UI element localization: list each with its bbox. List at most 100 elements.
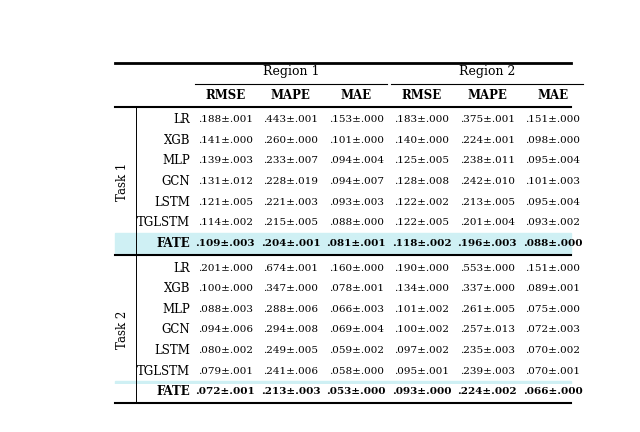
Text: .375±.001: .375±.001 (460, 115, 515, 124)
Text: .139±.003: .139±.003 (198, 156, 253, 165)
Text: .160±.000: .160±.000 (329, 264, 384, 273)
Text: .242±.010: .242±.010 (460, 177, 515, 186)
Text: .093±.000: .093±.000 (392, 388, 451, 396)
Text: .257±.013: .257±.013 (460, 325, 515, 334)
Text: .070±.002: .070±.002 (525, 346, 580, 355)
Text: .101±.002: .101±.002 (394, 305, 449, 314)
Text: .188±.001: .188±.001 (198, 115, 253, 124)
Text: .128±.008: .128±.008 (394, 177, 449, 186)
Bar (115, 381, 571, 402)
Text: MAE: MAE (340, 89, 372, 102)
Text: .095±.001: .095±.001 (394, 367, 449, 376)
Text: LSTM: LSTM (154, 344, 190, 357)
Text: .098±.000: .098±.000 (525, 136, 580, 145)
Text: .288±.006: .288±.006 (263, 305, 318, 314)
Text: .238±.011: .238±.011 (460, 156, 515, 165)
Text: .235±.003: .235±.003 (460, 346, 515, 355)
Text: .094±.006: .094±.006 (198, 325, 253, 334)
Text: .070±.001: .070±.001 (525, 367, 580, 376)
Text: XGB: XGB (164, 134, 190, 147)
Text: .122±.005: .122±.005 (394, 218, 449, 227)
Text: .233±.007: .233±.007 (263, 156, 318, 165)
Text: .151±.000: .151±.000 (525, 264, 580, 273)
Text: .153±.000: .153±.000 (329, 115, 384, 124)
Text: .094±.007: .094±.007 (329, 177, 384, 186)
Text: .109±.003: .109±.003 (196, 239, 255, 248)
Text: RMSE: RMSE (402, 89, 442, 102)
Text: .088±.000: .088±.000 (523, 239, 582, 248)
Text: .114±.002: .114±.002 (198, 218, 253, 227)
Text: TGLSTM: TGLSTM (137, 365, 190, 378)
Text: .260±.000: .260±.000 (263, 136, 318, 145)
Text: .134±.000: .134±.000 (394, 284, 449, 293)
Text: .058±.000: .058±.000 (329, 367, 384, 376)
Text: .100±.002: .100±.002 (394, 325, 449, 334)
Text: .093±.002: .093±.002 (525, 218, 580, 227)
Text: .088±.003: .088±.003 (198, 305, 253, 314)
Text: GCN: GCN (161, 324, 190, 337)
Text: .204±.001: .204±.001 (261, 239, 321, 248)
Text: .201±.000: .201±.000 (198, 264, 253, 273)
Text: GCN: GCN (161, 175, 190, 188)
Text: .294±.008: .294±.008 (263, 325, 318, 334)
Text: .196±.003: .196±.003 (458, 239, 517, 248)
Text: .249±.005: .249±.005 (263, 346, 318, 355)
Text: .069±.004: .069±.004 (329, 325, 384, 334)
Text: MAPE: MAPE (271, 89, 311, 102)
Text: .072±.003: .072±.003 (525, 325, 580, 334)
Text: .122±.002: .122±.002 (394, 198, 449, 206)
Text: .183±.000: .183±.000 (394, 115, 449, 124)
Text: .121±.005: .121±.005 (198, 198, 253, 206)
Text: Task 1: Task 1 (116, 162, 129, 201)
Text: .215±.005: .215±.005 (263, 218, 318, 227)
Text: .125±.005: .125±.005 (394, 156, 449, 165)
Text: .095±.004: .095±.004 (525, 156, 580, 165)
Text: .443±.001: .443±.001 (263, 115, 318, 124)
Text: .059±.002: .059±.002 (329, 346, 384, 355)
Text: .201±.004: .201±.004 (460, 218, 515, 227)
Text: .213±.005: .213±.005 (460, 198, 515, 206)
Text: .241±.006: .241±.006 (263, 367, 318, 376)
Text: .094±.004: .094±.004 (329, 156, 384, 165)
Text: .239±.003: .239±.003 (460, 367, 515, 376)
Text: FATE: FATE (156, 237, 190, 250)
Text: .141±.000: .141±.000 (198, 136, 253, 145)
Text: .224±.002: .224±.002 (458, 388, 517, 396)
Text: .224±.001: .224±.001 (460, 136, 515, 145)
Text: .072±.001: .072±.001 (195, 388, 255, 396)
Text: .078±.001: .078±.001 (329, 284, 384, 293)
Text: .066±.000: .066±.000 (523, 388, 582, 396)
Text: TGLSTM: TGLSTM (137, 216, 190, 229)
Text: .100±.000: .100±.000 (198, 284, 253, 293)
Text: MLP: MLP (163, 155, 190, 168)
Text: RMSE: RMSE (205, 89, 246, 102)
Text: FATE: FATE (156, 385, 190, 398)
Text: Task 2: Task 2 (116, 311, 129, 349)
Text: .081±.001: .081±.001 (326, 239, 386, 248)
Text: .053±.000: .053±.000 (326, 388, 386, 396)
Text: .347±.000: .347±.000 (263, 284, 318, 293)
Text: Region 1: Region 1 (262, 65, 319, 78)
Text: MAPE: MAPE (467, 89, 507, 102)
Text: .101±.000: .101±.000 (329, 136, 384, 145)
Text: .097±.002: .097±.002 (394, 346, 449, 355)
Text: .140±.000: .140±.000 (394, 136, 449, 145)
Text: .553±.000: .553±.000 (460, 264, 515, 273)
Text: .221±.003: .221±.003 (263, 198, 318, 206)
Text: .151±.000: .151±.000 (525, 115, 580, 124)
Text: .079±.001: .079±.001 (198, 367, 253, 376)
Text: MAE: MAE (537, 89, 568, 102)
Text: .101±.003: .101±.003 (525, 177, 580, 186)
Text: LR: LR (173, 261, 190, 275)
Text: .261±.005: .261±.005 (460, 305, 515, 314)
Text: Region 2: Region 2 (459, 65, 515, 78)
Text: .674±.001: .674±.001 (263, 264, 318, 273)
Text: .066±.003: .066±.003 (329, 305, 384, 314)
Text: MLP: MLP (163, 303, 190, 316)
Text: .131±.012: .131±.012 (198, 177, 253, 186)
Text: LSTM: LSTM (154, 196, 190, 209)
Text: .088±.000: .088±.000 (329, 218, 384, 227)
Text: .190±.000: .190±.000 (394, 264, 449, 273)
Text: .118±.002: .118±.002 (392, 239, 452, 248)
Text: .080±.002: .080±.002 (198, 346, 253, 355)
